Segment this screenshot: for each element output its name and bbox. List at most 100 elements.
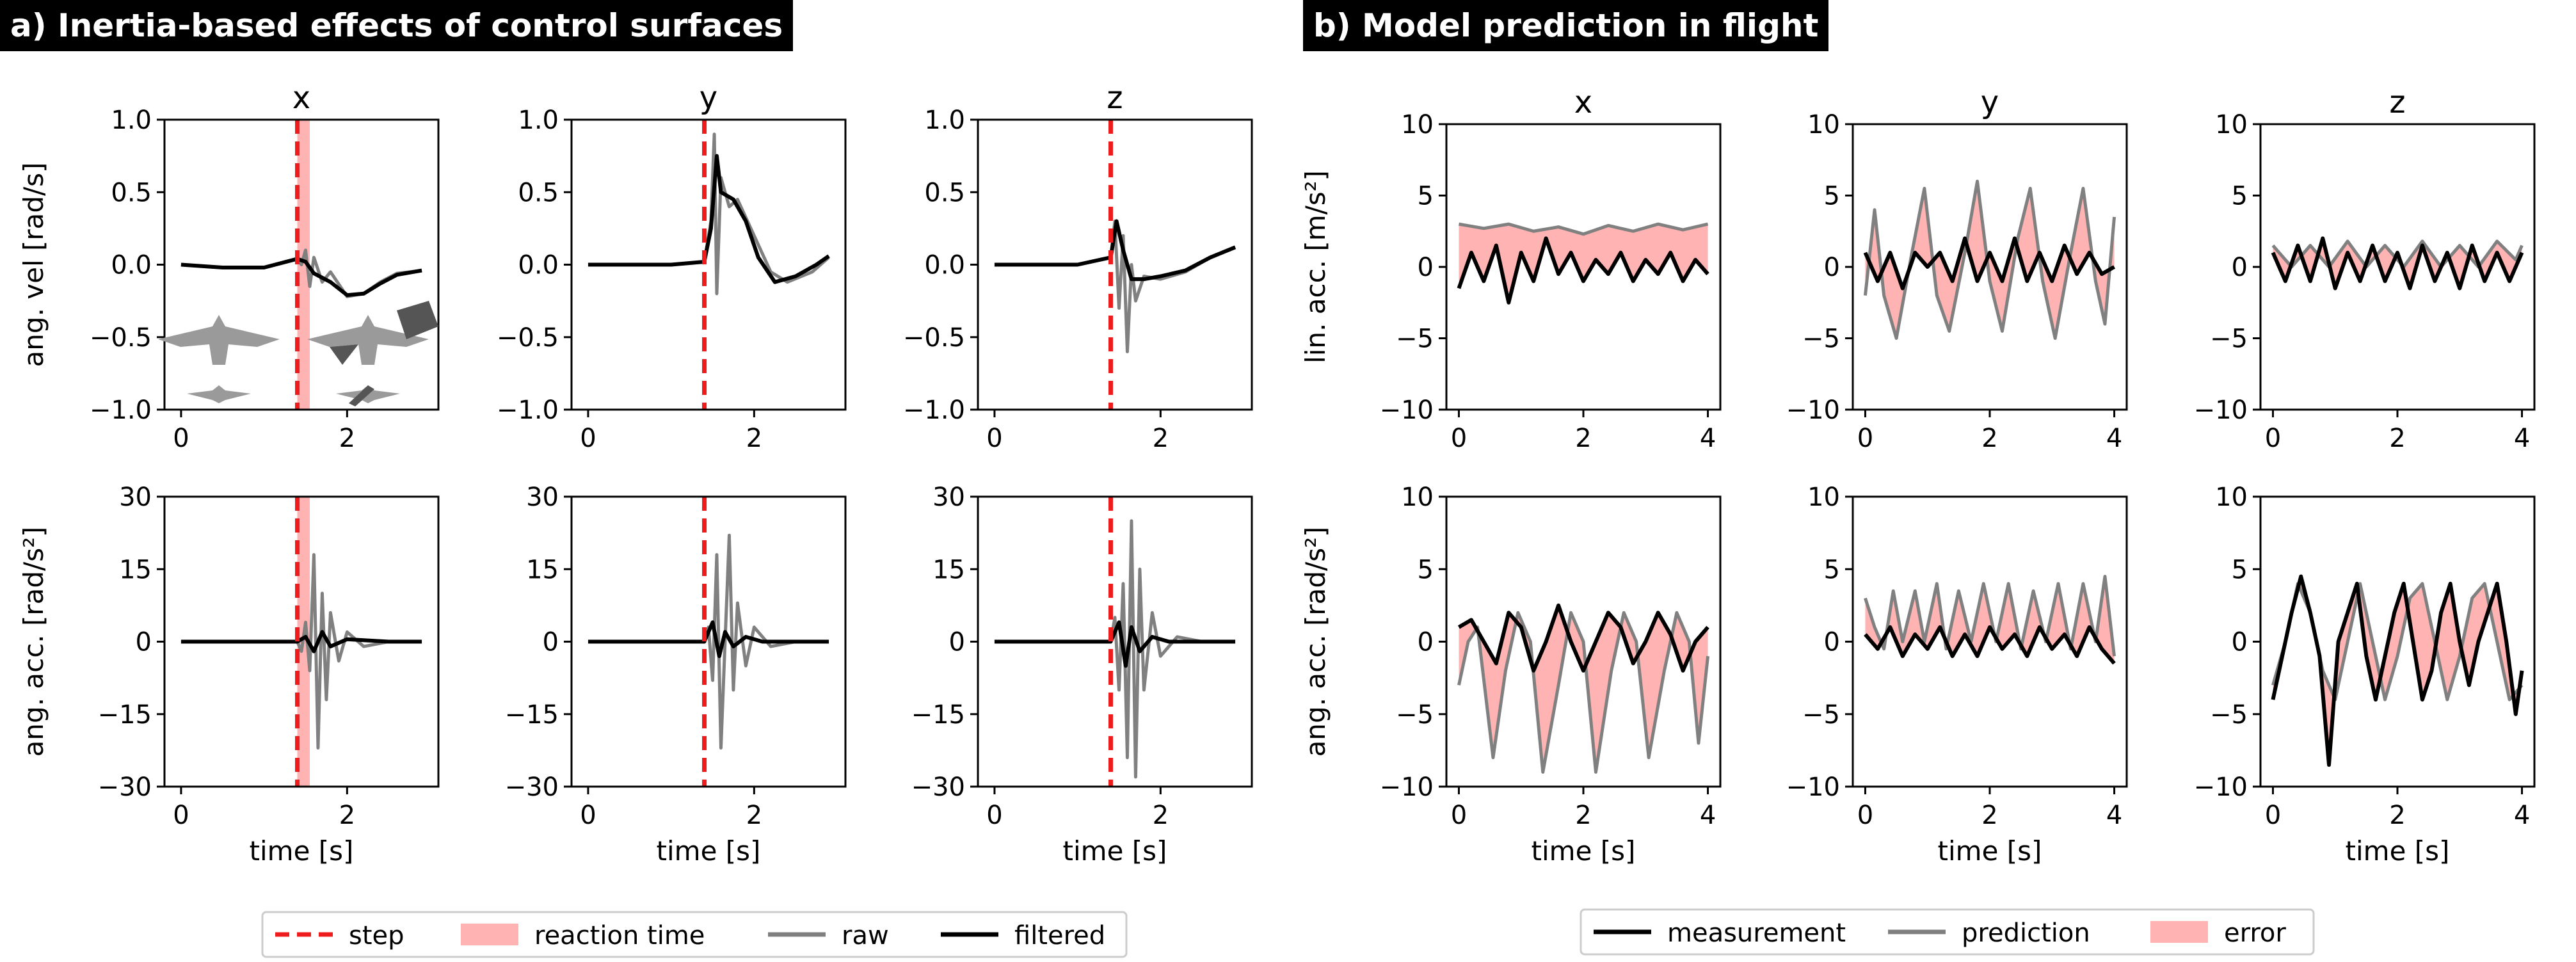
subplot-title: x — [292, 80, 310, 116]
subplot-a-vel-y: 1.0 0.5 0.0 −0.5 −1.0 0 2 y — [497, 80, 847, 453]
y-tick-label: −15 — [505, 700, 559, 730]
y-tick-label: 0 — [136, 628, 152, 657]
legend-measurement-label: measurement — [1667, 918, 1846, 948]
y-tick-label: 1.0 — [111, 106, 152, 135]
y-tick-label: 0 — [1824, 253, 1840, 282]
subplot-a-vel-z: 1.0 0.5 0.0 −0.5 −1.0 0 2 z — [903, 80, 1253, 453]
subplot-title: z — [2389, 84, 2405, 120]
subplot-a-acc-z: 30 15 0 −15 −30 0 2 time [s] — [911, 483, 1253, 867]
y-tick-label: 5 — [2232, 182, 2248, 211]
plot-area — [1863, 179, 2116, 340]
y-tick-label: −10 — [1380, 773, 1434, 802]
y-tick-label: −30 — [98, 773, 152, 802]
y-tick-label: −1.0 — [903, 396, 965, 425]
x-tick-label: 0 — [580, 424, 596, 453]
x-tick-label: 2 — [1575, 801, 1591, 830]
y-axis-label: ang. vel [rad/s] — [18, 163, 49, 367]
y-tick-label: 0 — [1418, 253, 1434, 282]
x-axis-label: time [s] — [250, 835, 354, 867]
subplot-title: y — [1981, 84, 1999, 120]
y-tick-label: 0 — [2232, 628, 2248, 657]
plot-area — [2271, 236, 2524, 291]
x-tick-label: 2 — [339, 801, 355, 830]
x-tick-label: 0 — [986, 424, 1002, 453]
x-tick-label: 4 — [1700, 801, 1716, 830]
y-tick-label: −5 — [2210, 700, 2248, 730]
error-band — [1459, 224, 1708, 303]
y-tick-label: −30 — [911, 773, 965, 802]
y-tick-label: −15 — [911, 700, 965, 730]
subplot-title: x — [1574, 84, 1592, 120]
x-tick-label: 2 — [1981, 801, 1997, 830]
y-tick-label: 0.5 — [924, 178, 965, 207]
y-tick-label: −0.5 — [90, 323, 152, 353]
x-tick-label: 2 — [746, 801, 762, 830]
y-tick-label: −10 — [1786, 773, 1840, 802]
y-axis-label: lin. acc. [m/s²] — [1300, 170, 1331, 364]
legend-reaction-label: reaction time — [534, 921, 705, 950]
y-tick-label: 0.0 — [111, 251, 152, 280]
y-tick-label: 10 — [1807, 110, 1840, 140]
series-prediction-line — [1863, 179, 2116, 340]
y-tick-label: 10 — [2215, 483, 2248, 512]
series-raw-line — [994, 519, 1236, 779]
x-tick-label: 0 — [986, 801, 1002, 830]
legend-reaction-swatch — [461, 924, 518, 945]
y-tick-label: 15 — [932, 555, 965, 584]
bird-silhouette-left-icon — [158, 315, 280, 403]
plot-area — [180, 120, 422, 410]
y-tick-label: −0.5 — [903, 323, 965, 353]
y-tick-label: −10 — [1786, 396, 1840, 425]
x-tick-label: 4 — [2514, 801, 2530, 830]
x-tick-label: 4 — [1700, 424, 1716, 453]
reaction-time-band — [297, 120, 310, 410]
x-tick-label: 0 — [2265, 801, 2281, 830]
y-tick-label: 15 — [526, 555, 559, 584]
x-tick-label: 2 — [746, 424, 762, 453]
y-tick-label: −1.0 — [497, 396, 559, 425]
y-tick-label: −5 — [1396, 700, 1434, 730]
y-tick-label: −10 — [2194, 773, 2248, 802]
y-tick-label: 30 — [526, 483, 559, 512]
x-tick-label: 2 — [1153, 801, 1169, 830]
subplot-a-vel-x: 1.0 0.5 0.0 −0.5 −1.0 0 2 x ang. vel [rad/s] — [18, 80, 440, 453]
series-measurement-line — [1863, 236, 2116, 291]
subplot-b-ang-x: 10 5 0 −5 −10 0 2 4 time [s] ang. acc. [rad/s²] — [1300, 483, 1722, 867]
y-tick-label: 5 — [1824, 182, 1840, 211]
y-axis-label: ang. acc. [rad/s²] — [1300, 527, 1331, 757]
series-measurement-line — [2271, 574, 2524, 767]
axes-frame — [2259, 123, 2536, 411]
y-tick-label: 5 — [1418, 182, 1434, 211]
y-tick-label: 1.0 — [924, 106, 965, 135]
y-tick-label: −30 — [505, 773, 559, 802]
subplot-a-acc-x: 30 15 0 −15 −30 0 2 time [s] ang. acc. [rad/s²] — [18, 483, 440, 867]
legend-step-label: step — [349, 921, 404, 950]
x-tick-label: 2 — [339, 424, 355, 453]
y-tick-label: 0.0 — [924, 251, 965, 280]
subplot-a-acc-y: 30 15 0 −15 −30 0 2 time [s] — [505, 483, 847, 867]
series-filtered-line — [180, 630, 422, 653]
y-tick-label: −5 — [1802, 325, 1840, 354]
x-tick-label: 4 — [2106, 801, 2122, 830]
legend-filtered-label: filtered — [1014, 921, 1105, 950]
y-tick-label: 5 — [2232, 555, 2248, 584]
legend-error-label: error — [2224, 918, 2286, 948]
y-tick-label: 5 — [1824, 555, 1840, 584]
subplot-title: z — [1107, 80, 1123, 116]
y-tick-label: 0.5 — [111, 178, 152, 207]
y-tick-label: 0.5 — [518, 178, 559, 207]
legend-error-swatch — [2150, 921, 2208, 943]
y-tick-label: −15 — [98, 700, 152, 730]
y-tick-label: 0 — [949, 628, 965, 657]
series-measurement-line — [1864, 625, 2116, 665]
y-tick-label: 10 — [1401, 483, 1434, 512]
legend-raw-label: raw — [842, 921, 889, 950]
subplot-b-ang-z: 10 5 0 −5 −10 0 2 4 time [s] — [2194, 483, 2536, 867]
x-tick-label: 4 — [2106, 424, 2122, 453]
subplot-b-lin-z: 10 5 0 −5 −10 0 2 4 z — [2194, 84, 2536, 453]
subplot-b-ang-y: 10 5 0 −5 −10 0 2 4 time [s] — [1786, 483, 2128, 867]
y-tick-label: 0 — [2232, 253, 2248, 282]
y-tick-label: −1.0 — [90, 396, 152, 425]
panel-a-title: a) Inertia-based effects of control surf… — [0, 0, 794, 51]
